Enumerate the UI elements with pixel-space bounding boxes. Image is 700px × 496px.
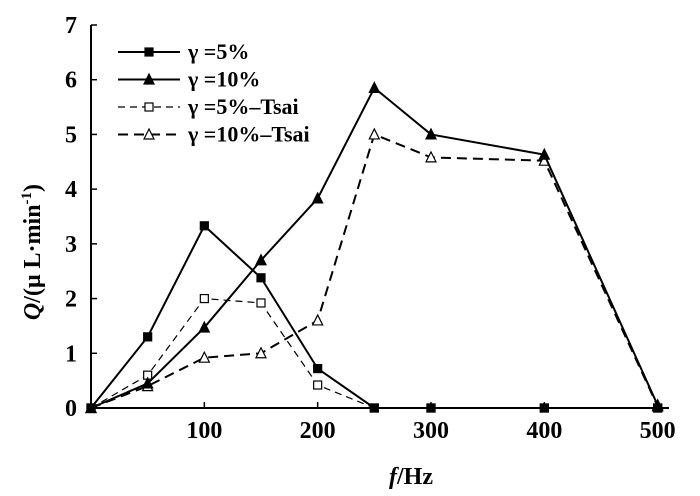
series-gamma-10-point [255,253,267,266]
series-gamma-10-point [425,127,437,140]
series-gamma-5-tsai-point [313,380,323,390]
series-gamma-5-point [313,364,323,374]
x-axis-title: f/Hz [389,464,433,490]
y-tick-label: 6 [65,68,77,94]
legend-entry: γ =5%–Tsai [118,94,299,119]
legend-label: γ =10% [187,67,260,92]
legend-marker [143,127,155,140]
series-gamma-10-point [311,191,324,204]
series-gamma-5-tsai-point [256,298,266,308]
legend-marker [143,72,155,85]
axes: 0 1 2 3 4 5 6 7 100 200 300 400 500 [65,13,676,444]
legend-entry: γ =10% [118,67,260,92]
y-axis-title: Q/(μ L·min-1) [19,184,46,320]
series-gamma-10-point [141,376,154,389]
series-gamma-5-point [539,403,549,413]
series-gamma-10-tsai-point [198,350,211,363]
y-tick-label: 5 [65,122,77,148]
series-gamma-5 [86,221,663,413]
series-gamma-10-point [85,401,97,414]
series-gamma-5-tsai-line [90,297,658,409]
x-tick-label: 100 [186,418,222,444]
y-tick-label: 1 [65,341,77,367]
legend-entry: γ =5% [118,39,249,64]
legend-marker [144,102,154,112]
y-tick-label: 7 [65,13,77,39]
series-gamma-5-point [369,403,379,413]
legend-label: γ =5% [187,39,249,64]
x-tick-label: 200 [300,418,336,444]
series-gamma-10-tsai-point [368,127,381,140]
y-tick-label: 3 [65,232,77,258]
series-gamma-10-tsai-point [425,150,437,163]
series-gamma-5-point [256,273,266,283]
y-tick-label: 4 [65,177,77,203]
series-gamma-10-point [368,81,381,94]
series-gamma-5-line [90,224,658,409]
series-layer [85,81,664,414]
legend: γ =5% γ =10%γ =5%–Tsai γ =10%–Tsai [118,39,310,147]
y-tick-label: 2 [65,287,77,313]
series-gamma-5-point [426,403,436,413]
x-tick-label: 500 [640,418,676,444]
series-gamma-10-tsai [85,127,664,414]
series-gamma-5-tsai-point [199,293,209,304]
series-gamma-10 [85,81,664,414]
series-gamma-10-tsai-point [311,313,324,326]
series-gamma-5-point [143,332,153,342]
legend-marker [144,47,154,57]
series-gamma-10-tsai-point [255,346,267,359]
series-gamma-10-tsai-line [90,133,659,409]
legend-label: γ =5%–Tsai [187,94,299,119]
series-gamma-10-point [651,398,664,411]
series-gamma-5-point [199,221,209,231]
x-tick-label: 400 [526,418,562,444]
y-tick-label: 0 [65,396,77,422]
series-gamma-10-point [198,320,211,333]
series-gamma-5-tsai [86,293,663,413]
legend-entry: γ =10%–Tsai [118,122,310,147]
x-tick-label: 300 [413,418,449,444]
series-gamma-10-point [538,147,551,160]
legend-label: γ =10%–Tsai [187,122,310,147]
